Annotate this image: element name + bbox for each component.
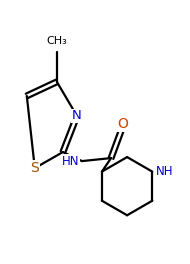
Text: CH₃: CH₃ [47,36,67,46]
Text: N: N [72,110,82,122]
Text: HN: HN [61,155,79,168]
Text: NH: NH [156,165,174,178]
Text: O: O [118,117,128,131]
Text: S: S [30,161,39,175]
